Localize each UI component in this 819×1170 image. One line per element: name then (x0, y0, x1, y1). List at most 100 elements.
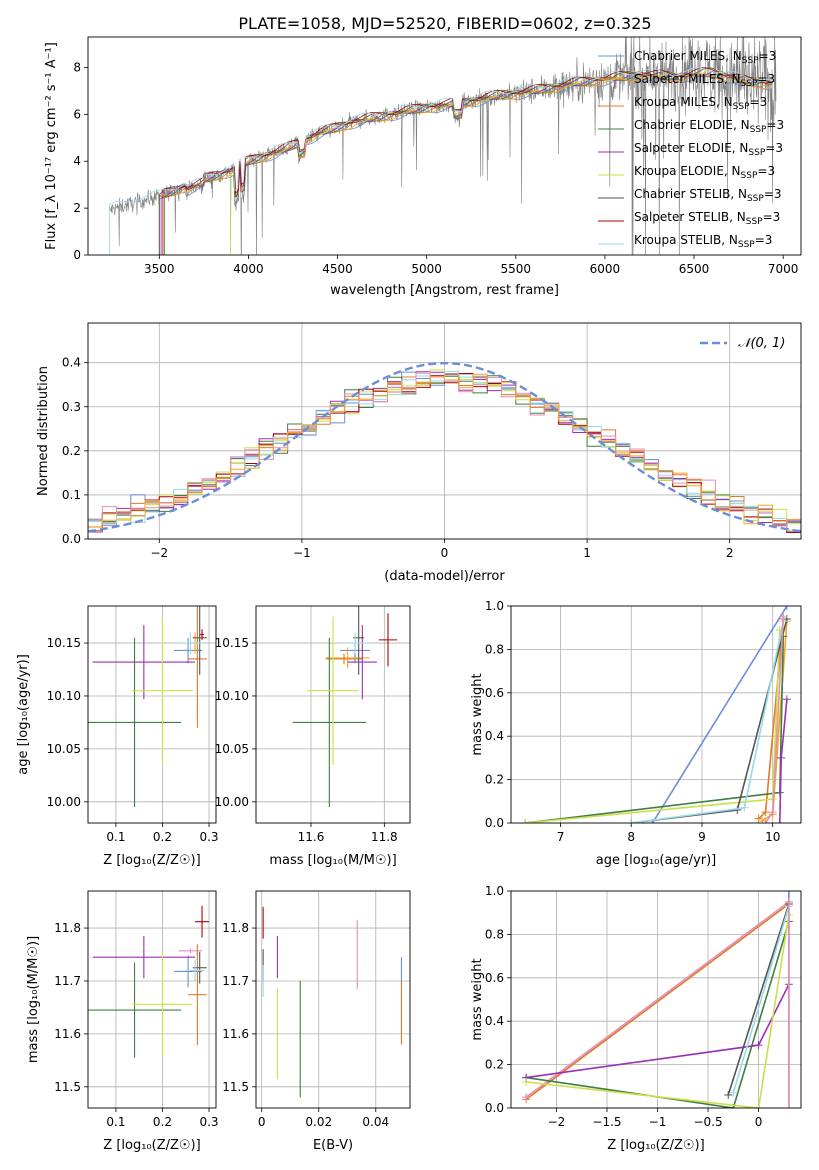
plot-area (292, 606, 398, 808)
y-tick-label: 11.8 (54, 921, 81, 935)
x-axis-label: Z [log₁₀(Z/Z☉)] (103, 1138, 200, 1153)
x-tick-label: 1 (583, 546, 591, 560)
legend-label: Kroupa STELIB, NSSP=3 (634, 233, 772, 250)
chart-5: 0.1 0.2 0.3 11.5 11.6 11.7 11.8 Z [log₁₀(Z/Z☉)]… (26, 890, 219, 1153)
axes-frame (510, 605, 802, 824)
x-tick-label: 0.02 (305, 1115, 332, 1129)
chart-0: 3500 4000 4500 5000 5500 6000 6500 7000 0 2 4 6 8 wav… (44, 36, 802, 298)
y-tick-label: 10.00 (47, 795, 81, 809)
y-axis-label: mass weight (470, 958, 485, 1040)
weight-marker (522, 1093, 531, 1102)
legend-label: Salpeter MILES, NSSP=3 (634, 72, 775, 89)
x-axis-label: E(B-V) (313, 1138, 353, 1153)
y-axis-label: Normed distribution (36, 366, 51, 496)
y-tick-label: 0.6 (485, 686, 504, 700)
weight-marker (784, 897, 793, 906)
weight-marker (782, 606, 791, 610)
x-axis-label: Z [log₁₀(Z/Z☉)] (103, 853, 200, 868)
weight-marker (627, 819, 636, 823)
model-spectrum-salpeter_stelib (162, 67, 772, 255)
weight-marker (784, 1104, 793, 1108)
legend-label: Salpeter ELODIE, NSSP=3 (634, 141, 783, 158)
x-tick-label: 6000 (590, 262, 621, 276)
weight-marker (761, 808, 770, 817)
weight-marker (761, 819, 770, 823)
x-tick-label: 0 (755, 1115, 763, 1129)
x-tick-label: 11.8 (371, 830, 398, 844)
plot-area (521, 606, 791, 823)
y-tick-label: 10.10 (47, 689, 81, 703)
y-tick-label: 0.8 (485, 927, 504, 941)
plot-area (262, 906, 402, 1098)
page-title: PLATE=1058, MJD=52520, FIBERID=0602, z=0… (238, 14, 651, 33)
weight-line (525, 636, 785, 823)
x-tick-label: 6500 (679, 262, 710, 276)
y-tick-label: 10.00 (215, 795, 249, 809)
y-tick-label: 0.2 (62, 444, 81, 458)
weight-marker (782, 695, 791, 704)
y-tick-label: 11.8 (222, 921, 249, 935)
y-tick-label: 1.0 (485, 599, 504, 613)
y-tick-label: 0.2 (485, 1058, 504, 1072)
weight-marker (724, 1090, 733, 1099)
x-tick-label: 7 (557, 830, 565, 844)
x-axis-label: Z [log₁₀(Z/Z☉)] (607, 1138, 704, 1153)
x-tick-label: 0.1 (106, 1115, 125, 1129)
y-tick-label: 11.6 (222, 1027, 249, 1041)
x-tick-label: 2 (726, 546, 734, 560)
x-tick-label: 3500 (144, 262, 175, 276)
plot-area (109, 37, 777, 255)
x-tick-label: 0 (441, 546, 449, 560)
x-axis-label: (data-model)/error (384, 569, 505, 584)
weight-marker (779, 612, 788, 621)
model-spectrum-kroupa_stelib (109, 67, 773, 255)
plot-area (88, 905, 210, 1058)
weight-line (526, 914, 790, 1108)
legend-label: Kroupa ELODIE, NSSP=3 (634, 164, 775, 181)
legend-label: Salpeter STELIB, NSSP=3 (634, 210, 780, 227)
x-tick-label: 5500 (501, 262, 532, 276)
axes-frame (87, 890, 217, 1109)
weight-marker (733, 805, 742, 814)
axes-frame (87, 605, 217, 824)
x-tick-label: 10 (765, 830, 780, 844)
x-tick-label: 4500 (322, 262, 353, 276)
weight-marker (729, 1088, 738, 1097)
weight-marker (740, 803, 749, 812)
legend-label: Chabrier STELIB, NSSP=3 (634, 187, 782, 204)
x-axis-label: age [log₁₀(age/yr)] (596, 853, 717, 868)
y-tick-label: 10.05 (47, 742, 81, 756)
weight-marker (768, 808, 777, 817)
observed-spectrum (109, 37, 777, 255)
weight-line (526, 921, 790, 1108)
x-tick-label: 0.2 (153, 1115, 172, 1129)
x-tick-label: 4000 (233, 262, 264, 276)
residual-histogram (88, 373, 801, 528)
weight-line (525, 901, 790, 1098)
legend-label: Kroupa MILES, NSSP=3 (634, 95, 767, 112)
y-axis-label: Flux [f_λ 10⁻¹⁷ erg cm⁻² s⁻¹ A⁻¹] (44, 42, 59, 250)
chart-3: 11.6 11.8 10.00 10.05 10.10 10.15 mass [log₁₀(… (215, 605, 411, 868)
chart-4: 7 8 9 10 0.0 0.2 0.4 0.6 0.8 1.0 age [log₁₀(age/yr… (470, 599, 802, 868)
legend-label: Chabrier ELODIE, NSSP=3 (634, 118, 784, 135)
y-tick-label: 0.4 (485, 1014, 504, 1028)
y-axis-label: mass [log₁₀(M/M☉)] (26, 936, 41, 1063)
weight-marker (522, 1077, 531, 1086)
chart-2: 0.1 0.2 0.3 10.00 10.05 10.10 10.15 Z [log₁₀(Z/… (16, 605, 219, 868)
y-tick-label: 11.5 (222, 1080, 249, 1094)
x-tick-label: −2 (548, 1115, 566, 1129)
weight-marker (758, 816, 767, 823)
x-tick-label: −1.5 (592, 1115, 621, 1129)
x-tick-label: −1 (649, 1115, 667, 1129)
y-tick-label: 11.7 (54, 974, 81, 988)
weight-line (732, 905, 790, 1094)
y-tick-label: 11.7 (222, 974, 249, 988)
y-tick-label: 10.15 (215, 636, 249, 650)
chart-7: −2 −1.5 −1 −0.5 0 0.0 0.2 0.4 0.6 0.8 1.0 Z [log₁₀(… (470, 884, 802, 1153)
y-tick-label: 11.5 (54, 1080, 81, 1094)
y-tick-label: 1.0 (485, 884, 504, 898)
y-tick-label: 0.0 (62, 532, 81, 546)
model-spectrum-kroupa_miles (158, 73, 773, 255)
weight-line (525, 903, 790, 1100)
y-tick-label: 10.10 (215, 689, 249, 703)
